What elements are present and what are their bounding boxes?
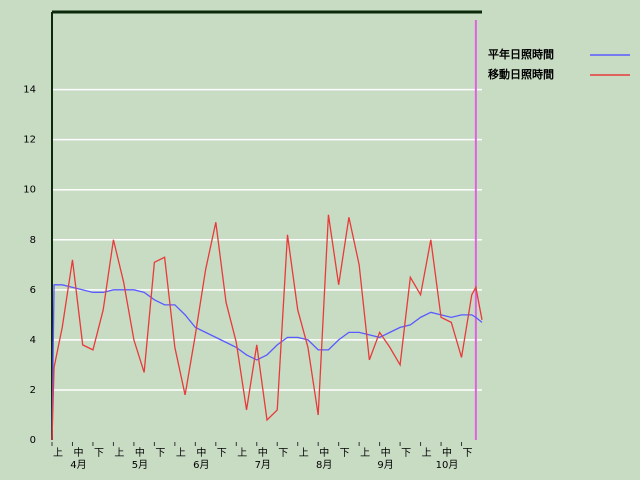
x-tick-label: 下	[217, 448, 227, 459]
x-tick-label: 中	[381, 446, 391, 459]
y-tick-label: 0	[30, 435, 36, 446]
month-label: 4月	[70, 459, 86, 471]
x-tick-label: 下	[340, 448, 350, 459]
y-tick-label: 8	[30, 235, 36, 246]
x-tick-label: 上	[360, 447, 370, 459]
y-tick-label: 12	[23, 135, 36, 146]
x-tick-label: 上	[237, 447, 247, 459]
x-tick-label: 上	[53, 447, 63, 459]
series-line	[51, 214, 483, 441]
x-tick-label: 中	[319, 446, 329, 459]
x-tick-label: 下	[155, 448, 165, 459]
y-tick-label: 14	[23, 85, 36, 96]
x-tick-label: 下	[463, 448, 473, 459]
month-label: 10月	[436, 459, 459, 471]
legend-label: 移動日照時間	[488, 67, 554, 81]
y-tick-label: 6	[30, 285, 36, 296]
x-tick-label: 上	[299, 447, 309, 459]
x-tick-label: 中	[258, 446, 268, 459]
x-tick-label: 中	[196, 446, 206, 459]
month-label: 9月	[377, 459, 393, 471]
x-tick-label: 下	[401, 448, 411, 459]
series-line	[51, 284, 483, 441]
x-tick-label: 上	[176, 447, 186, 459]
month-label: 6月	[193, 459, 209, 471]
month-label: 7月	[255, 459, 271, 471]
x-tick-label: 中	[442, 446, 452, 459]
month-label: 8月	[316, 459, 332, 471]
x-tick-label: 下	[94, 448, 104, 459]
legend-label: 平年日照時間	[488, 47, 554, 61]
x-tick-label: 上	[114, 447, 124, 459]
x-tick-label: 中	[73, 446, 83, 459]
x-tick-label: 下	[278, 448, 288, 459]
y-tick-label: 2	[30, 385, 36, 396]
y-tick-label: 4	[30, 335, 36, 346]
x-tick-label: 上	[422, 447, 432, 459]
month-label: 5月	[132, 459, 148, 471]
x-tick-label: 中	[135, 446, 145, 459]
y-tick-label: 10	[23, 185, 36, 196]
